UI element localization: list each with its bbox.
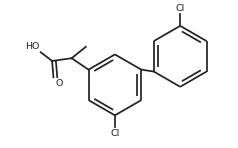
- Text: O: O: [55, 79, 62, 89]
- Text: Cl: Cl: [176, 4, 185, 13]
- Text: Cl: Cl: [110, 129, 119, 138]
- Text: HO: HO: [25, 42, 40, 51]
